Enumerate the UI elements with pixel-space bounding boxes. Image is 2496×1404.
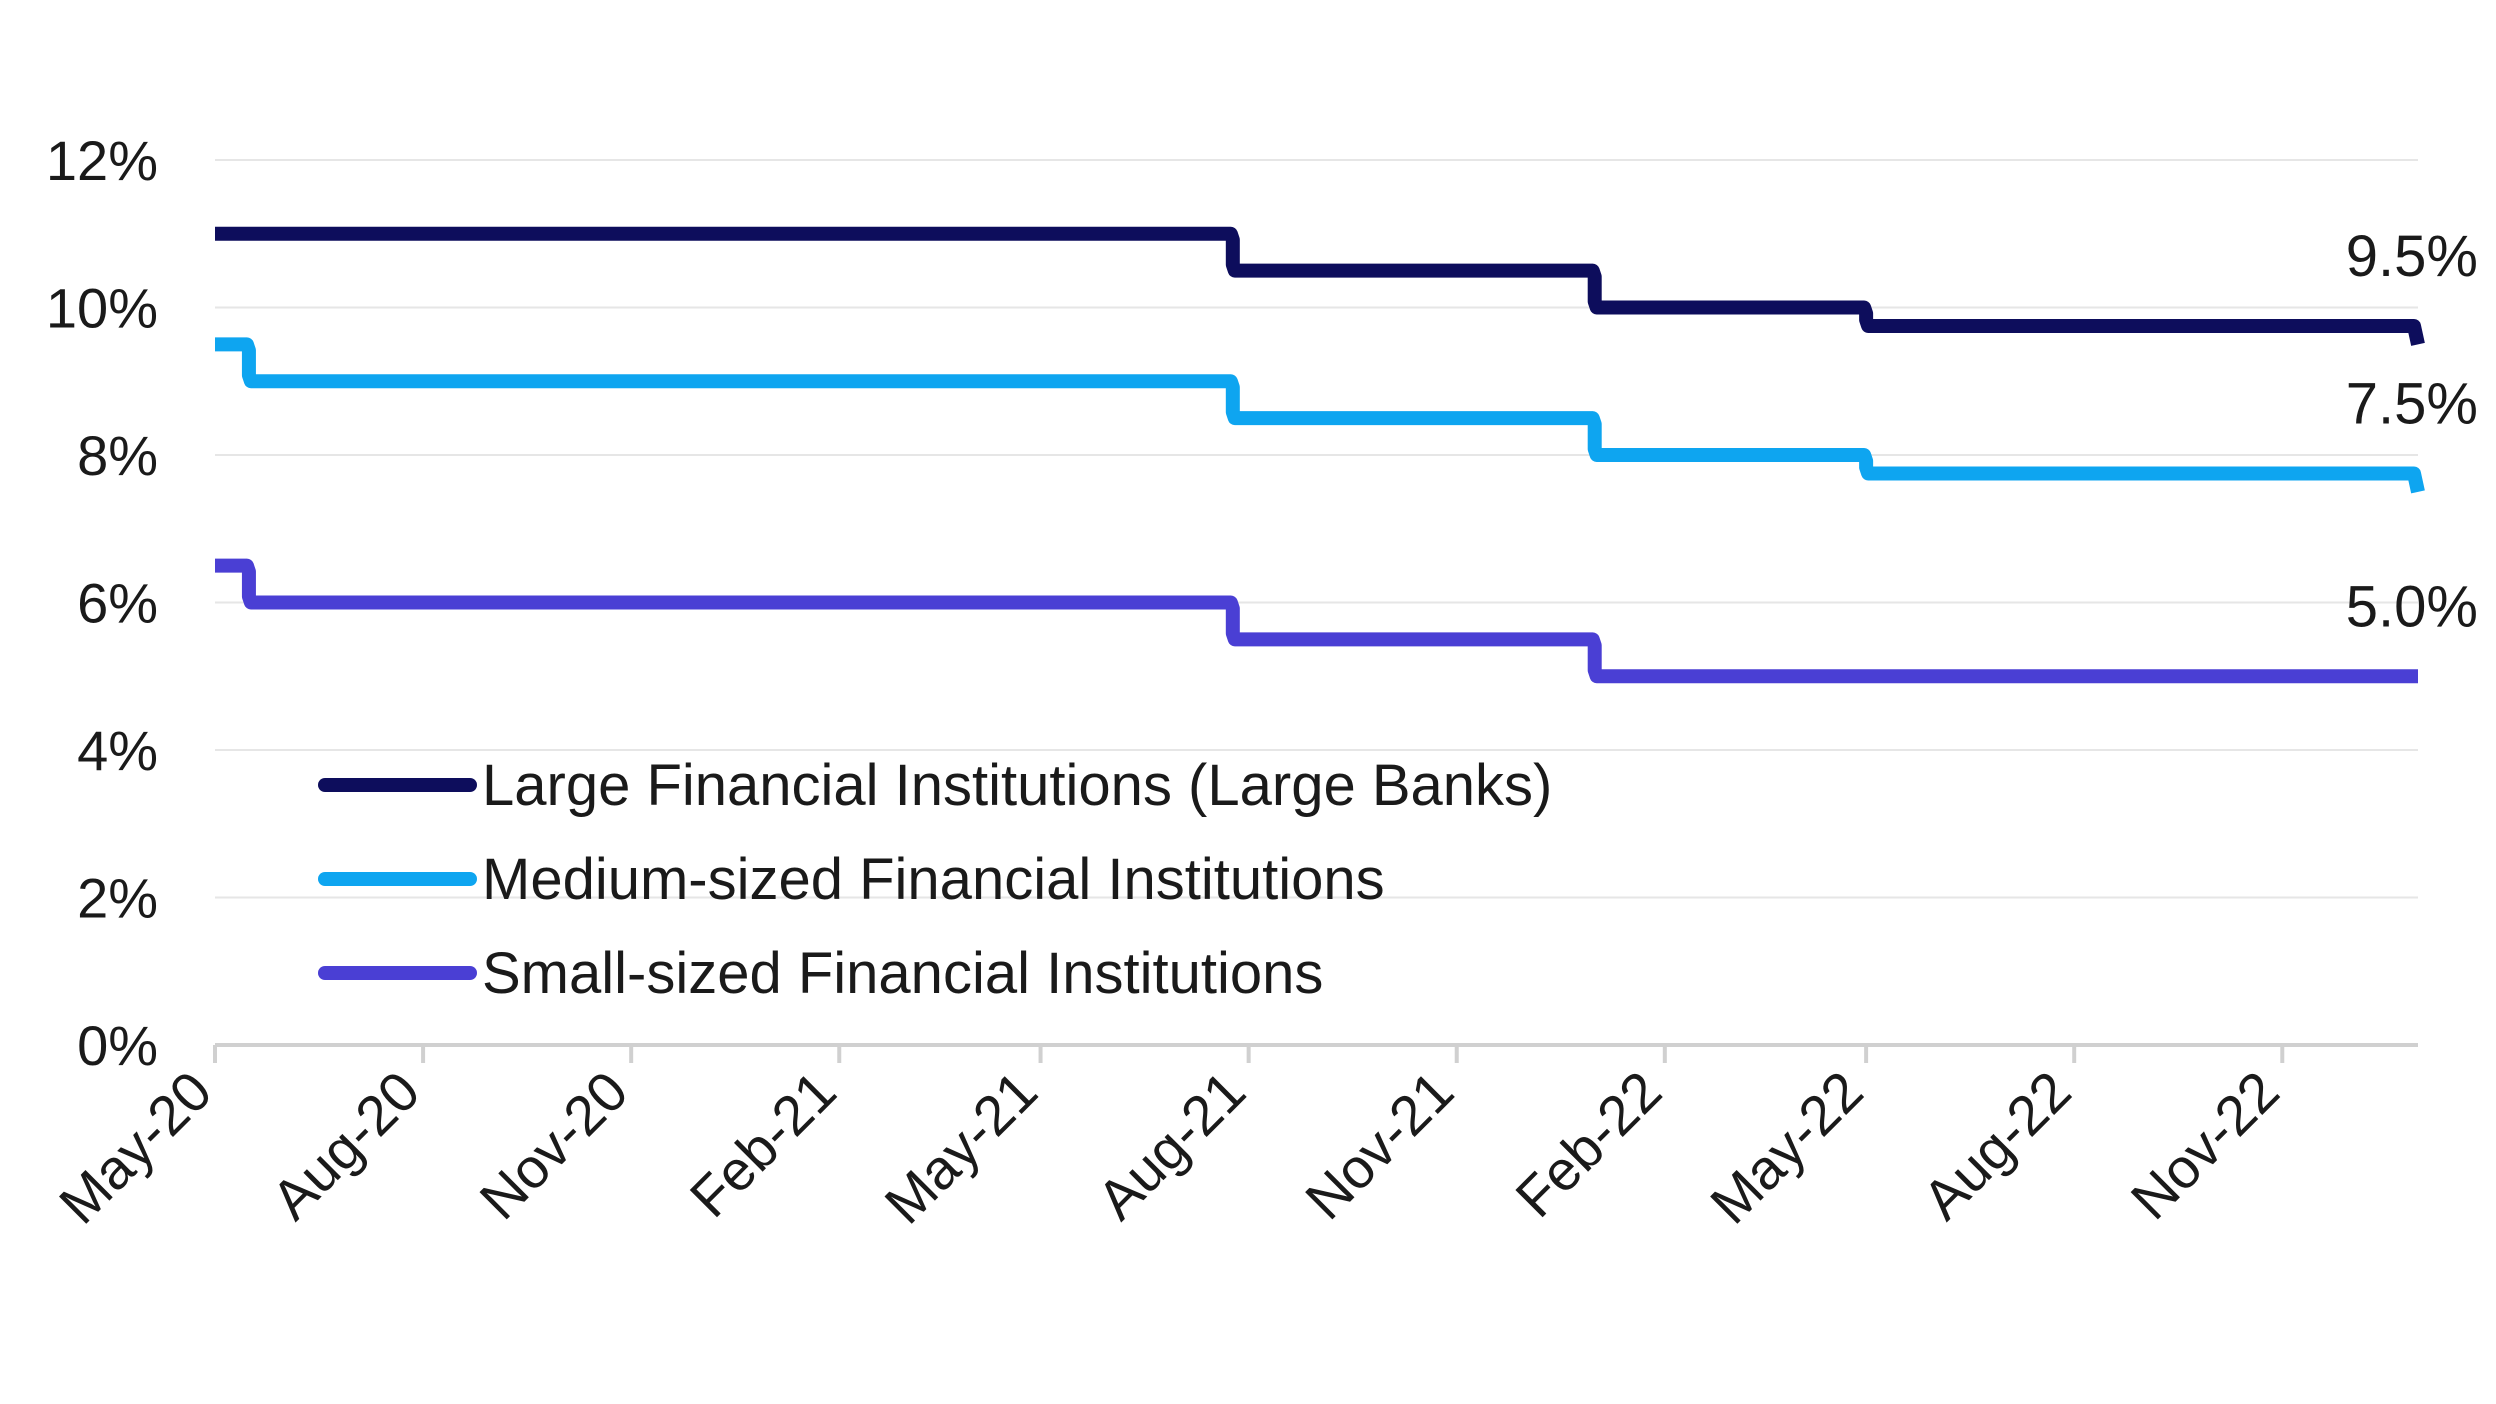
x-tick-label: Feb-22 xyxy=(1503,1059,1673,1229)
legend-label: Small-sized Financial Institutions xyxy=(482,941,1323,1006)
x-tick-label: Aug-20 xyxy=(259,1059,431,1231)
legend-label: Large Financial Institutions (Large Bank… xyxy=(482,753,1552,818)
x-tick-label: Nov-20 xyxy=(467,1059,639,1231)
y-tick-label: 8% xyxy=(77,424,158,487)
y-tick-label: 2% xyxy=(77,867,158,930)
legend-label: Medium-sized Financial Institutions xyxy=(482,847,1385,912)
x-tick-label: Aug-22 xyxy=(1910,1059,2082,1231)
end-value-label: 5.0% xyxy=(2346,574,2478,639)
x-tick-label: Nov-21 xyxy=(1293,1059,1465,1231)
x-tick-label: Feb-21 xyxy=(678,1059,848,1229)
y-tick-label: 0% xyxy=(77,1014,158,1077)
y-axis-labels: 0% 2% 4% 6% 8% 10% 12% xyxy=(46,129,158,1077)
y-tick-label: 12% xyxy=(46,129,158,192)
legend: Large Financial Institutions (Large Bank… xyxy=(318,753,1552,1006)
x-tick-label: May-21 xyxy=(872,1059,1049,1236)
x-tick-label: Nov-22 xyxy=(2119,1059,2291,1231)
y-tick-label: 4% xyxy=(77,719,158,782)
series-lines xyxy=(215,226,2425,684)
end-value-label: 9.5% xyxy=(2346,224,2478,289)
series-line-2 xyxy=(215,337,2425,494)
y-tick-label: 6% xyxy=(77,572,158,635)
x-tick-label: May-20 xyxy=(47,1059,224,1236)
x-tick-label: Aug-21 xyxy=(1085,1059,1257,1231)
y-tick-label: 10% xyxy=(46,277,158,340)
x-axis: May-20 Aug-20 Nov-20 Feb-21 May-21 Aug-21 Nov-… xyxy=(47,1043,2418,1236)
series-line-1 xyxy=(215,226,2425,346)
end-value-label: 7.5% xyxy=(2346,371,2478,436)
series-line-3 xyxy=(215,558,2418,684)
x-tick-label: May-22 xyxy=(1698,1059,1875,1236)
end-labels: 9.5% 7.5% 5.0% xyxy=(2346,224,2478,639)
